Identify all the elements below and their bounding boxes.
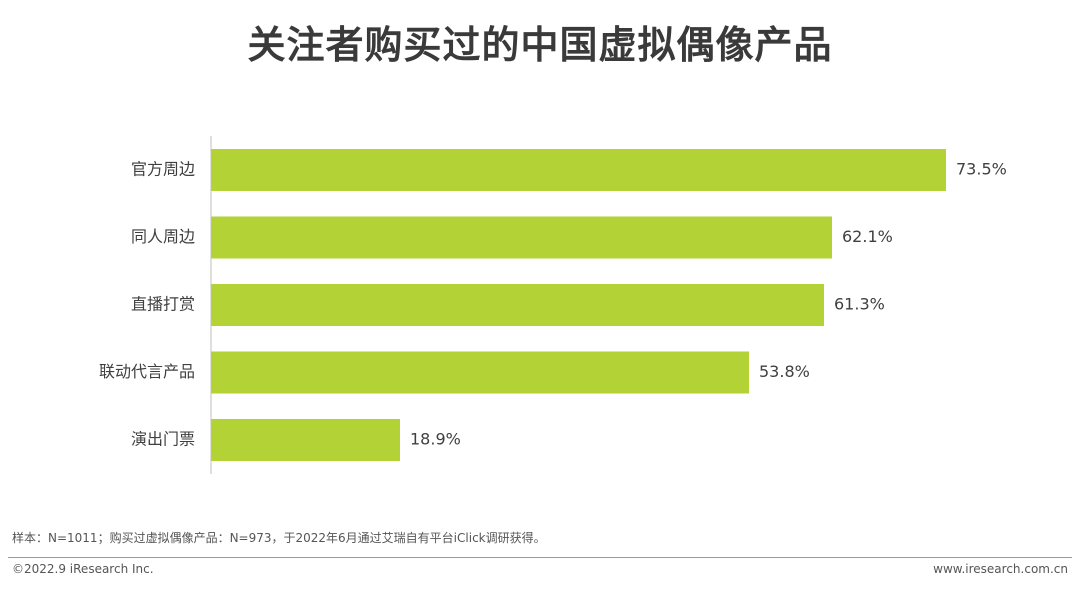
category-label-3: 联动代言产品 [99,362,195,381]
value-label-0: 73.5% [956,160,1007,179]
value-label-3: 53.8% [759,362,810,381]
website-text: www.iresearch.com.cn [933,562,1068,576]
chart-title: 关注者购买过的中国虚拟偶像产品 [247,23,833,67]
bar-0 [211,149,946,191]
category-label-1: 同人周边 [131,227,195,246]
footer-divider [8,557,1072,558]
value-label-1: 62.1% [842,227,893,246]
bar-2 [211,284,824,326]
bar-1 [211,216,832,259]
copyright-text: ©2022.9 iResearch Inc. [12,562,154,576]
sample-footnote: 样本：N=1011；购买过虚拟偶像产品：N=973，于2022年6月通过艾瑞自有… [12,531,546,545]
bar-3 [211,351,749,394]
value-label-2: 61.3% [834,295,885,314]
category-label-4: 演出门票 [131,430,195,449]
category-label-2: 直播打赏 [131,295,195,314]
bar-4 [211,419,400,461]
value-label-4: 18.9% [410,430,461,449]
category-label-0: 官方周边 [131,160,195,179]
